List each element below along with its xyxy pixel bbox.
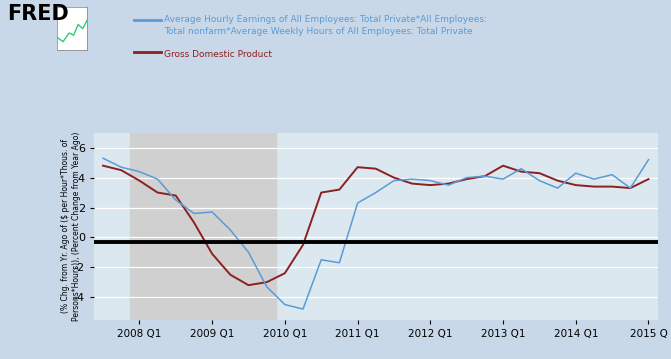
Text: Gross Domestic Product: Gross Domestic Product	[164, 50, 272, 59]
Text: FRED: FRED	[7, 4, 68, 24]
Bar	[130, 133, 276, 320]
Text: Average Hourly Earnings of All Employees: Total Private*All Employees:
Total non: Average Hourly Earnings of All Employees…	[164, 15, 487, 36]
Y-axis label: (% Chg. from Yr. Ago of ($ per Hour*Thous. of
Persons*Hours)), (Percent Change f: (% Chg. from Yr. Ago of ($ per Hour*Thou…	[61, 131, 81, 321]
